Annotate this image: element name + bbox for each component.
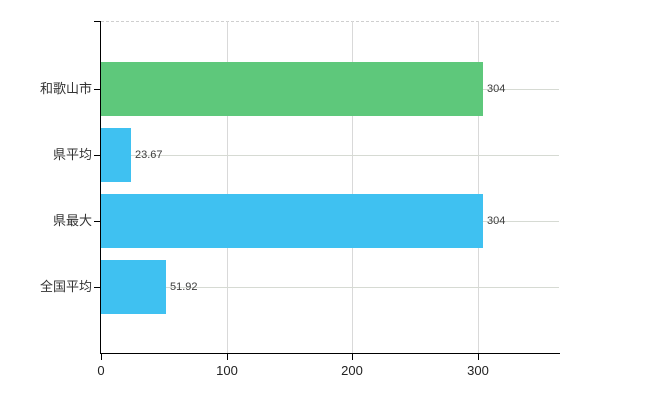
gridline-horizontal xyxy=(101,287,559,288)
value-label: 304 xyxy=(487,215,506,227)
category-label: 県平均 xyxy=(52,147,92,162)
value-label: 23.67 xyxy=(135,149,163,161)
value-label: 304 xyxy=(487,83,506,95)
y-axis-tick xyxy=(94,89,100,90)
category-label: 全国平均 xyxy=(39,279,92,294)
y-axis-line xyxy=(100,21,101,354)
category-label: 県最大 xyxy=(52,213,92,228)
x-axis-tick xyxy=(478,354,479,360)
x-axis-tick xyxy=(227,354,228,360)
y-axis-top-tick xyxy=(94,21,100,22)
plot-area: 304 23.67 304 51.92 xyxy=(101,21,559,353)
bar xyxy=(101,260,166,314)
plot-top-dashed-border xyxy=(101,21,559,22)
gridline-vertical xyxy=(352,21,353,353)
x-tick-label: 200 xyxy=(341,363,363,378)
x-tick-label: 0 xyxy=(97,363,105,378)
bar xyxy=(101,62,483,116)
category-label: 和歌山市 xyxy=(39,81,92,96)
value-label: 51.92 xyxy=(170,281,198,293)
bar xyxy=(101,194,483,248)
x-axis-tick xyxy=(101,354,102,360)
y-axis-tick xyxy=(94,221,100,222)
x-axis-tick xyxy=(352,354,353,360)
y-axis-tick xyxy=(94,155,100,156)
bar xyxy=(101,128,131,182)
x-axis-line xyxy=(100,353,560,354)
gridline-vertical xyxy=(227,21,228,353)
x-tick-label: 300 xyxy=(467,363,489,378)
y-axis-tick xyxy=(94,287,100,288)
gridline-vertical xyxy=(478,21,479,353)
gridline-horizontal xyxy=(101,155,559,156)
x-tick-label: 100 xyxy=(216,363,238,378)
